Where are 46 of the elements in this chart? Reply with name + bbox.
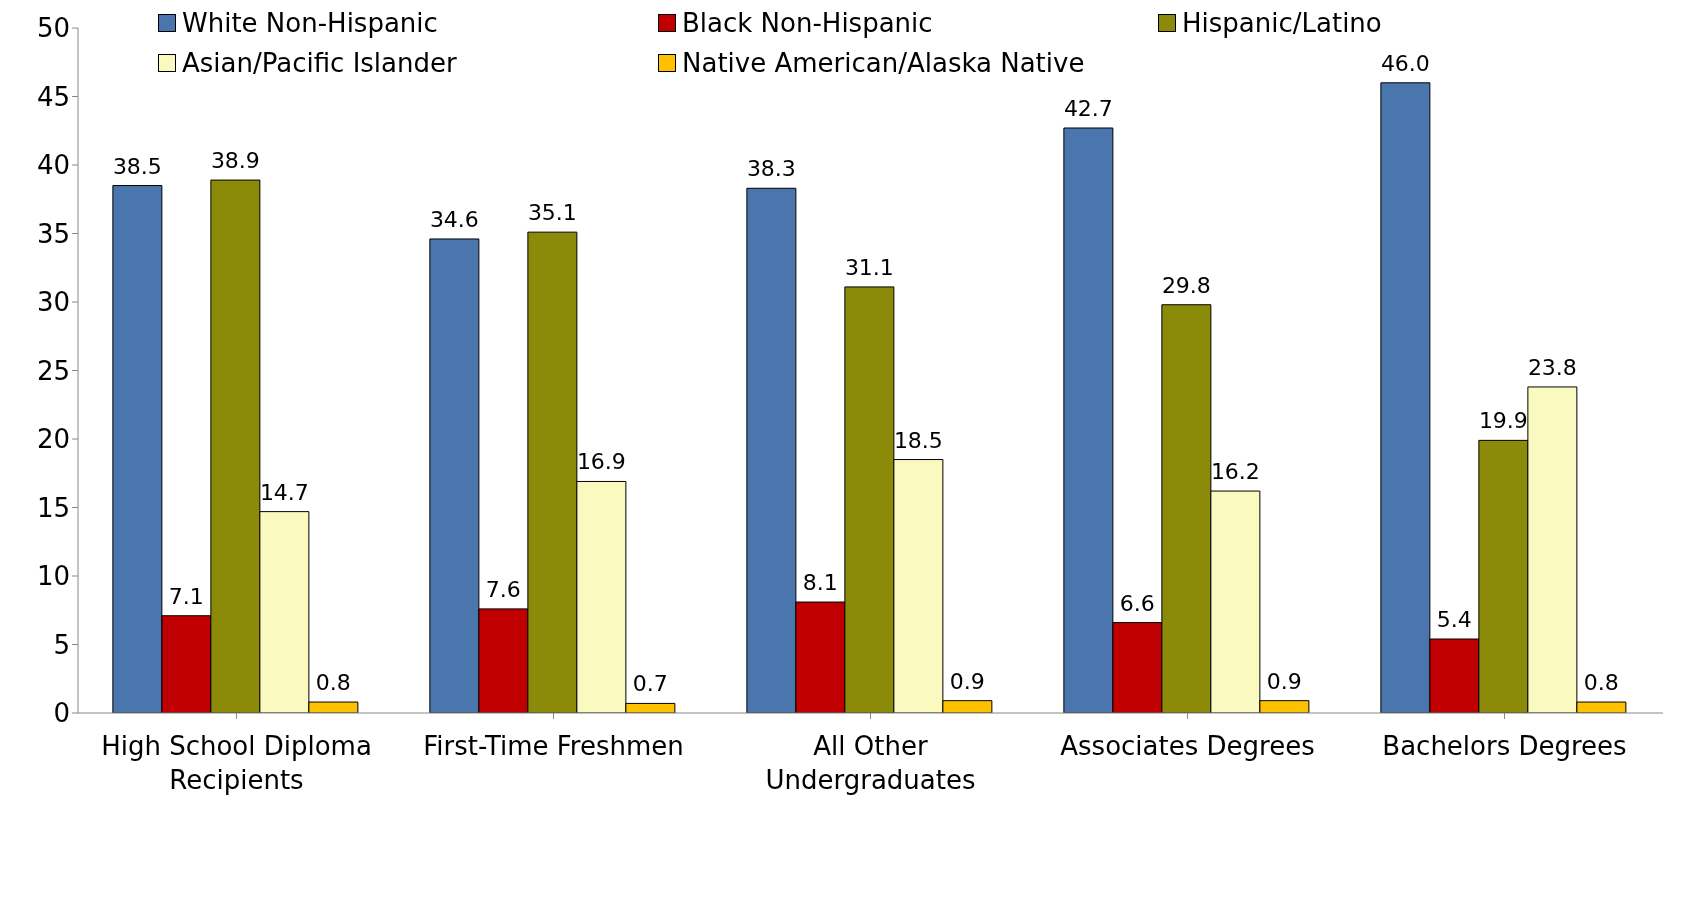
data-label: 16.2 [1210, 459, 1260, 485]
data-label: 8.1 [802, 570, 838, 596]
data-label: 35.1 [527, 200, 577, 226]
y-tick-label: 20 [36, 424, 70, 455]
data-label: 6.6 [1119, 590, 1155, 616]
data-label: 18.5 [893, 427, 943, 453]
legend-label: Native American/Alaska Native [682, 48, 1085, 78]
data-label: 42.7 [1063, 96, 1113, 122]
y-tick-label: 45 [36, 81, 70, 112]
y-tick-label: 10 [36, 561, 70, 592]
data-label: 38.3 [746, 156, 796, 182]
legend-label: White Non-Hispanic [182, 8, 438, 38]
data-label: 7.6 [485, 576, 521, 602]
legend-label: Hispanic/Latino [1182, 8, 1382, 38]
y-tick-label: 30 [36, 287, 70, 318]
data-label: 0.9 [949, 668, 985, 694]
y-tick-label: 15 [36, 492, 70, 523]
y-tick-label: 40 [36, 150, 70, 181]
data-label: 5.4 [1436, 607, 1472, 633]
data-label: 7.1 [168, 583, 204, 609]
y-tick-label: 50 [36, 13, 70, 44]
x-tick-label: Associates Degrees [1060, 731, 1315, 761]
y-tick-label: 25 [36, 355, 70, 386]
x-tick-label: First-Time Freshmen [423, 731, 684, 761]
data-label: 38.9 [210, 148, 260, 174]
legend-label: Black Non-Hispanic [682, 8, 933, 38]
data-label: 16.9 [576, 449, 626, 475]
data-label: 14.7 [259, 479, 309, 505]
data-label: 31.1 [844, 254, 894, 280]
y-tick-label: 35 [36, 218, 70, 249]
data-label: 46.0 [1380, 50, 1430, 76]
legend-label: Asian/Pacific Islander [182, 48, 457, 78]
data-label: 38.5 [112, 153, 162, 179]
data-label: 0.8 [1583, 670, 1619, 696]
data-label: 23.8 [1527, 354, 1577, 380]
data-label: 34.6 [429, 206, 479, 232]
x-tick-label: High School Diploma Recipients [101, 731, 372, 795]
x-tick-label: Bachelors Degrees [1382, 731, 1627, 761]
data-label: 0.8 [315, 670, 351, 696]
y-tick-label: 5 [53, 629, 70, 660]
data-label: 19.9 [1478, 408, 1528, 434]
data-label: 0.9 [1266, 668, 1302, 694]
data-label: 0.7 [632, 671, 668, 697]
y-tick-label: 0 [53, 698, 70, 729]
data-label: 29.8 [1161, 272, 1211, 298]
x-tick-label: All Other Undergraduates [765, 731, 976, 795]
